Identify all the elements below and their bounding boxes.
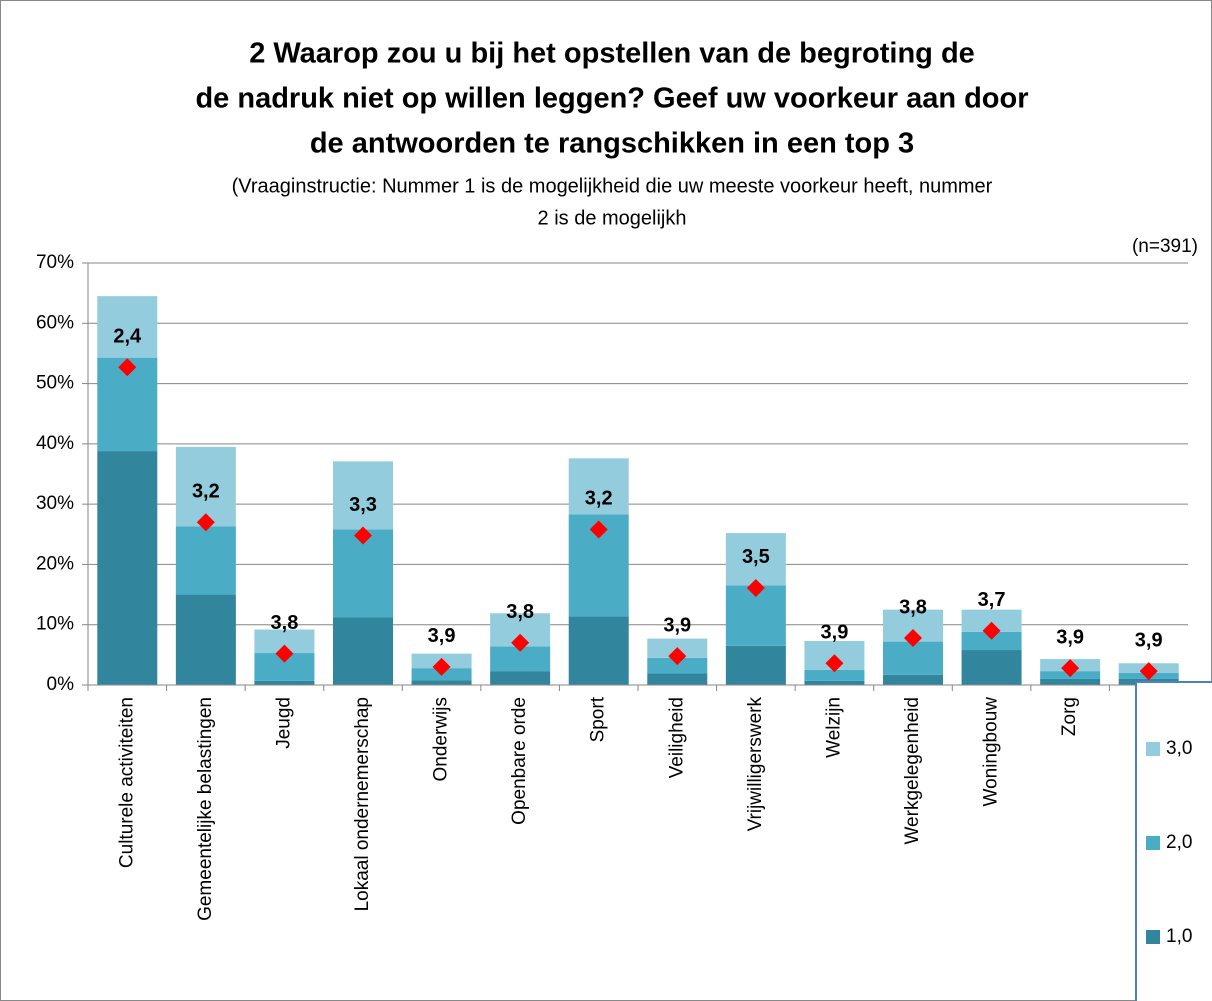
x-tick-label: Culturele activiteiten	[116, 697, 137, 868]
legend-label: 2,0	[1166, 832, 1192, 853]
marker-label: 2,4	[113, 326, 142, 348]
bar-segment	[725, 533, 786, 586]
x-tick-label: Jeugd	[273, 697, 294, 749]
chart-title: de antwoorden te rangschikken in een top…	[310, 128, 914, 160]
marker	[354, 526, 372, 545]
bar-segment	[1040, 678, 1101, 685]
marker	[432, 657, 451, 676]
marker	[1061, 659, 1080, 678]
legend-label: 3,0	[1166, 738, 1192, 759]
bar-segment	[804, 669, 865, 681]
marker-label: 3,5	[742, 546, 770, 568]
bar-segment	[411, 680, 472, 685]
marker	[904, 628, 922, 647]
bar-segment	[254, 629, 315, 654]
legend-swatch	[1146, 742, 1160, 756]
x-tick-label: Werkgelegenheid	[902, 697, 923, 845]
bar-segment	[804, 680, 865, 685]
marker-label: 3,8	[899, 596, 927, 618]
x-tick-label: Lokaal ondernemerschap	[352, 697, 373, 911]
bar-segment	[961, 631, 1022, 651]
y-tick-label: 60%	[36, 312, 74, 333]
bar-segment	[490, 671, 551, 685]
bar-segment	[175, 594, 236, 685]
marker-label: 3,9	[663, 614, 691, 636]
x-tick-label: Veiligheid	[666, 697, 687, 778]
x-tick-label: Onderwijs	[431, 697, 452, 781]
marker	[982, 621, 1001, 640]
x-tick-label: Sport	[588, 696, 609, 742]
marker-label: 3,2	[585, 488, 613, 510]
marker-label: 3,2	[192, 481, 220, 503]
bar-segment	[883, 641, 943, 675]
x-tick-label: Welzijn	[823, 697, 844, 758]
chart-title: de nadruk niet op willen leggen? Geef uw…	[195, 83, 1028, 115]
y-tick-label: 50%	[36, 373, 74, 394]
marker	[118, 358, 137, 377]
bar-segment	[568, 458, 629, 515]
y-tick-label: 40%	[36, 433, 74, 454]
bar-segment	[97, 451, 158, 685]
chart-title: 2 Waarop zou u bij het opstellen van de …	[249, 38, 975, 70]
x-tick-label: Woningbouw	[981, 697, 1002, 807]
marker-label: 3,9	[1056, 626, 1084, 648]
bar-segment	[175, 526, 236, 595]
marker-label: 3,8	[271, 612, 299, 634]
bar-segment	[568, 616, 629, 685]
bar-segment	[883, 674, 943, 685]
chart-subtitle: (Vraaginstructie: Nummer 1 is de mogelij…	[232, 175, 993, 197]
bar-segment	[961, 650, 1022, 685]
marker-label: 3,9	[428, 625, 456, 647]
marker-label: 3,7	[978, 589, 1006, 611]
marker	[275, 644, 294, 663]
y-tick-label: 10%	[36, 614, 74, 635]
legend-label: 1,0	[1166, 926, 1192, 947]
x-tick-label: Openbare orde	[509, 697, 530, 825]
marker-label: 3,8	[506, 601, 534, 623]
marker	[196, 513, 215, 532]
marker	[668, 647, 687, 666]
bar-segment	[647, 673, 708, 685]
y-tick-label: 30%	[36, 493, 74, 514]
sample-note: (n=391)	[1132, 236, 1198, 257]
chart-subtitle: 2 is de mogelijkh	[538, 207, 687, 229]
bar-segment	[175, 446, 236, 527]
bar-segment	[333, 461, 393, 530]
marker-label: 3,9	[1135, 629, 1163, 651]
legend-swatch	[1146, 836, 1160, 850]
marker	[825, 654, 844, 673]
x-tick-label: Gemeentelijke belastingen	[195, 697, 216, 921]
marker	[746, 578, 765, 597]
bar-segment	[97, 296, 158, 358]
x-tick-label: Vrijwilligerswerk	[745, 697, 766, 832]
marker	[1139, 662, 1158, 681]
marker	[589, 520, 608, 539]
marker	[511, 633, 530, 652]
bar-segment	[647, 657, 708, 674]
x-tick-label: Zorg	[1059, 697, 1080, 736]
y-tick-label: 20%	[36, 553, 74, 574]
y-tick-label: 70%	[36, 252, 74, 273]
bar-segment	[333, 617, 393, 685]
bar-segment	[961, 609, 1022, 632]
marker-label: 3,9	[821, 622, 849, 644]
legend-swatch	[1146, 930, 1160, 944]
bar-segment	[725, 645, 786, 685]
y-tick-label: 0%	[47, 674, 75, 695]
bar-segment	[254, 680, 315, 685]
marker-label: 3,3	[349, 494, 377, 516]
